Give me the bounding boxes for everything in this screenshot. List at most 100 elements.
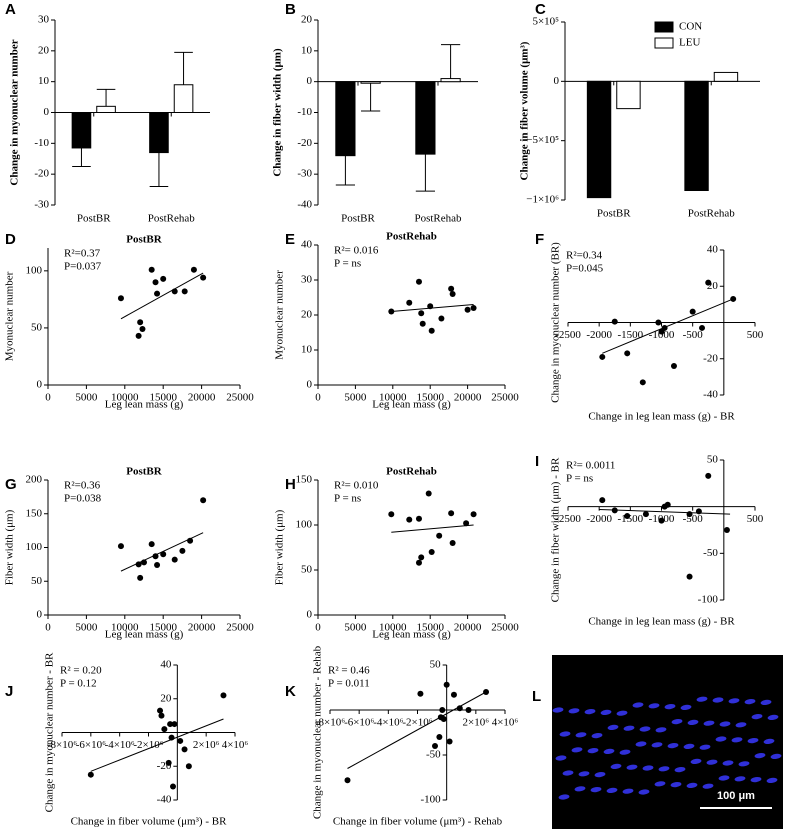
annotation: P=0.045 [566, 263, 604, 275]
x-tick-label: 5000 [75, 622, 98, 634]
nucleus [766, 777, 778, 783]
trend-line [602, 298, 734, 354]
point [624, 350, 631, 357]
point [181, 746, 188, 753]
nucleus [738, 761, 750, 767]
x-tick-label: -8×10⁶ [47, 739, 77, 751]
x-tick-label: 25000 [491, 622, 519, 634]
nucleus [632, 702, 644, 708]
bar [96, 105, 116, 114]
point [664, 501, 671, 508]
annotation: P=0.037 [64, 261, 102, 273]
nucleus [622, 788, 634, 794]
point [470, 511, 477, 518]
point [436, 532, 443, 539]
point [160, 275, 167, 282]
point [428, 549, 435, 555]
point [470, 305, 477, 311]
x-tick-label: 15000 [149, 392, 177, 404]
point [415, 278, 422, 285]
panel-letter: I [535, 453, 539, 470]
error-bar [174, 51, 193, 85]
nucleus [648, 703, 660, 709]
y-tick-label: -40 [157, 794, 172, 806]
point [705, 472, 712, 479]
point [406, 299, 413, 306]
nucleus [584, 709, 596, 715]
point [639, 379, 646, 386]
nucleus [667, 743, 679, 749]
x-tick-label: 10000 [111, 392, 139, 404]
point [428, 327, 435, 334]
nucleus [607, 724, 619, 730]
error-bar [415, 154, 435, 192]
point [177, 737, 184, 744]
nucleus [603, 748, 615, 754]
x-tick-label: 0 [45, 622, 51, 634]
nucleus [619, 749, 631, 755]
y-tick-label: 30 [38, 14, 50, 26]
y-tick-label: 40 [160, 659, 172, 671]
nucleus [590, 787, 602, 793]
y-axis-title: Change in fiber width (μm) - BR [550, 457, 562, 602]
y-tick-label: 20 [160, 692, 172, 704]
point [443, 681, 450, 688]
x-tick-label: 10000 [111, 622, 139, 634]
micrograph-background [552, 655, 783, 829]
x-tick-label: 25000 [226, 392, 254, 404]
point [137, 574, 144, 581]
nucleus [562, 770, 574, 776]
x-tick-label: 20000 [454, 392, 482, 404]
point [139, 326, 146, 333]
x-tick-label: -4×10⁶ [373, 717, 403, 729]
nucleus [600, 709, 612, 715]
nucleus [639, 726, 651, 732]
point [658, 517, 665, 524]
x-axis-title: Change in leg lean mass (g) - BR [588, 616, 735, 628]
y-tick-label: -10 [297, 106, 312, 118]
point [465, 707, 472, 713]
nucleus [760, 699, 772, 705]
nucleus [754, 753, 766, 759]
point [170, 783, 177, 790]
annotation: R²=0.36 [64, 480, 101, 492]
annotation: R²= 0.016 [334, 245, 379, 257]
annotation: R²= 0.0011 [566, 460, 615, 472]
x-tick-label: -2000 [586, 329, 612, 341]
nucleus [616, 710, 628, 716]
nucleus [651, 742, 663, 748]
point [158, 712, 165, 719]
point [599, 353, 606, 360]
x-tick-label: -2000 [586, 513, 612, 525]
point [415, 559, 422, 566]
x-tick-label: PostBR [341, 213, 375, 225]
micrograph: 100 μm [552, 655, 783, 829]
point [448, 285, 455, 292]
nucleus [664, 704, 676, 710]
x-tick-label: PostRehab [414, 213, 462, 225]
bar [71, 112, 92, 149]
x-tick-label: 20000 [454, 622, 482, 634]
point [154, 290, 161, 297]
x-tick-label: 5000 [344, 622, 367, 634]
point [148, 541, 155, 548]
nucleus [763, 738, 775, 744]
y-tick-label: -30 [34, 199, 49, 211]
panel-letter: B [285, 1, 296, 18]
y-tick-label: −5×10⁵ [526, 134, 559, 146]
nucleus [702, 783, 714, 789]
y-axis-title: Myonuclear number [274, 270, 286, 360]
y-tick-label: -20 [703, 352, 718, 364]
point [418, 554, 425, 561]
nucleus [658, 766, 670, 772]
error-bar [72, 147, 91, 167]
y-tick-label: 100 [26, 541, 43, 553]
x-tick-label: 25000 [226, 622, 254, 634]
point [419, 320, 426, 327]
point [723, 527, 730, 533]
panel-letter: H [285, 476, 296, 493]
x-tick-label: 10000 [379, 622, 407, 634]
nucleus [591, 733, 603, 739]
legend-label: CON [679, 21, 702, 33]
